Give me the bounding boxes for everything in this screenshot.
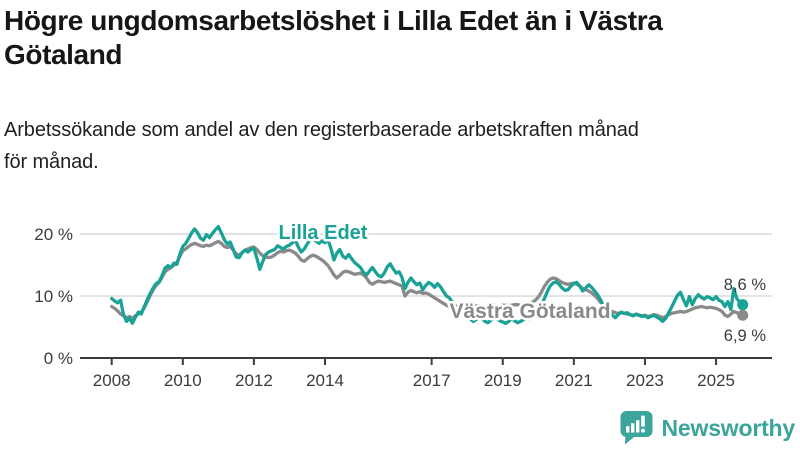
series-line-lilla-edet <box>110 224 745 325</box>
newsworthy-wordmark: Newsworthy <box>661 414 796 441</box>
x-axis-label-2023: 2023 <box>626 371 664 390</box>
newsworthy-logo-icon <box>620 411 653 445</box>
series-line-v-stra-g-taland <box>110 239 745 320</box>
x-axis-label-2021: 2021 <box>555 371 593 390</box>
x-axis-label-2010: 2010 <box>164 371 202 390</box>
x-axis-label-2008: 2008 <box>93 371 131 390</box>
end-dot-lilla-edet <box>737 299 749 311</box>
end-value-label-lilla-edet: 8,6 % <box>724 276 767 294</box>
unemployment-line-chart: 0 % 10 % 20 % 2008 2010 2012 2014 2017 2019 2021 2… <box>34 220 772 390</box>
x-axis-label-2014: 2014 <box>306 371 344 390</box>
x-axis-label-2025: 2025 <box>697 371 735 390</box>
page-title-line-1: Högre ungdomsarbetslöshet i Lilla Edet ä… <box>4 5 663 36</box>
page-subtitle-line-1: Arbetssökande som andel av den registerb… <box>4 119 639 141</box>
y-axis-label-20: 20 % <box>34 225 73 244</box>
series-label-v-stra-g-taland: Västra Götaland <box>449 300 610 323</box>
y-axis-label-10: 10 % <box>34 287 73 306</box>
x-axis-label-2012: 2012 <box>235 371 273 390</box>
x-axis-label-2019: 2019 <box>484 371 522 390</box>
y-axis-label-0: 0 % <box>44 349 73 368</box>
series-label-lilla-edet: Lilla Edet <box>279 222 368 244</box>
newsworthy-brand: Newsworthy <box>619 410 795 446</box>
page-title: Högre ungdomsarbetslöshet i Lilla Edet ä… <box>4 4 796 72</box>
x-axis-label-2017: 2017 <box>413 371 451 390</box>
end-value-label-v-stra-g-taland: 6,9 % <box>724 327 767 345</box>
page-subtitle-line-2: för månad. <box>4 151 99 173</box>
page-subtitle: Arbetssökande som andel av den registerb… <box>4 114 796 178</box>
page-title-line-2: Götaland <box>4 39 123 70</box>
end-dot-v-stra-g-taland <box>737 309 749 321</box>
